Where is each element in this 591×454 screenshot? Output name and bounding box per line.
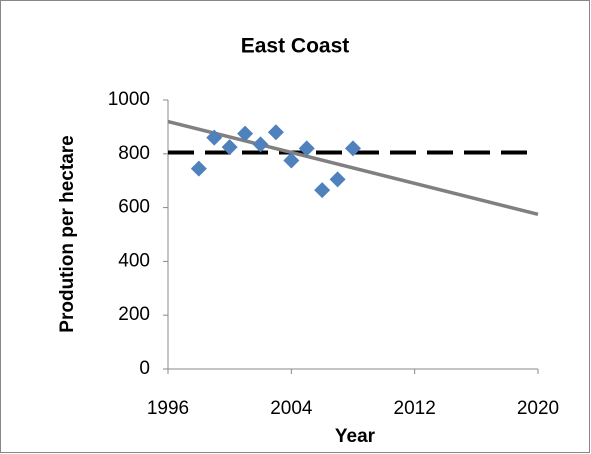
y-tick-label: 1000 xyxy=(108,89,150,110)
data-point xyxy=(314,182,331,199)
data-point xyxy=(206,129,223,146)
data-point xyxy=(267,124,284,141)
data-point xyxy=(252,136,269,153)
data-point xyxy=(237,125,254,142)
x-axis-label: Year xyxy=(335,426,376,447)
y-tick-label: 800 xyxy=(118,143,150,164)
trendline xyxy=(167,119,539,217)
y-tick-label: 400 xyxy=(118,250,150,271)
y-tick-label: 600 xyxy=(118,197,150,218)
chart-title: East Coast xyxy=(241,35,350,58)
data-point xyxy=(190,160,207,177)
x-tick-label: 1996 xyxy=(147,398,189,419)
y-tick-label: 0 xyxy=(139,358,150,379)
data-point xyxy=(221,139,238,156)
data-point xyxy=(298,140,315,157)
data-point xyxy=(329,171,346,188)
x-tick-label: 2004 xyxy=(270,398,313,419)
data-point xyxy=(345,140,361,157)
data-point xyxy=(283,152,300,169)
x-tick-label: 2012 xyxy=(394,398,436,419)
x-tick-label: 2020 xyxy=(517,398,559,419)
y-tick-label: 200 xyxy=(118,304,150,325)
y-axis-label: Prodution per hectare xyxy=(57,135,78,332)
